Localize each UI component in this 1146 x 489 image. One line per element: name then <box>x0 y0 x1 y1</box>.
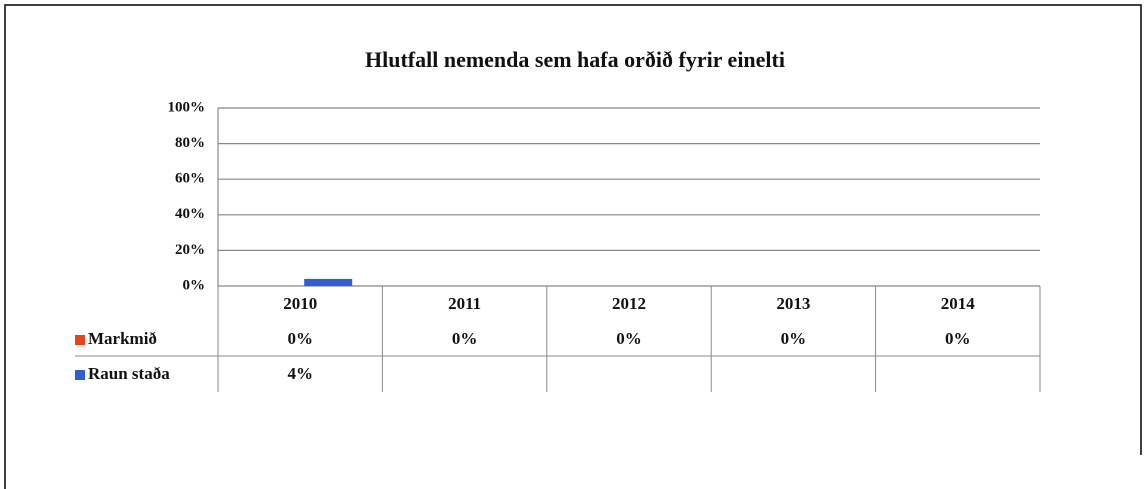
legend-label: Markmið <box>88 329 157 348</box>
y-tick-label: 40% <box>175 206 205 222</box>
x-tick-label: 2011 <box>448 294 481 313</box>
y-tick-label: 20% <box>175 242 205 258</box>
data-label: 0% <box>945 329 971 348</box>
x-tick-label: 2010 <box>283 294 317 313</box>
y-tick-label: 60% <box>175 171 205 187</box>
legend-key <box>75 370 85 380</box>
x-tick-label: 2013 <box>776 294 810 313</box>
chart-title: Hlutfall nemenda sem hafa orðið fyrir ei… <box>365 47 785 72</box>
data-label: 0% <box>287 329 313 348</box>
y-tick-label: 0% <box>183 277 206 293</box>
y-tick-label: 80% <box>175 135 205 151</box>
y-tick-label: 100% <box>168 99 206 115</box>
x-tick-label: 2012 <box>612 294 646 313</box>
frame <box>4 4 1142 489</box>
data-label: 0% <box>452 329 478 348</box>
legend-label: Raun staða <box>88 364 170 383</box>
data-label: 0% <box>781 329 807 348</box>
bar <box>304 278 353 286</box>
data-label: 0% <box>616 329 642 348</box>
data-label: 4% <box>287 364 313 383</box>
legend-key <box>75 335 85 345</box>
x-tick-label: 2014 <box>941 294 976 313</box>
